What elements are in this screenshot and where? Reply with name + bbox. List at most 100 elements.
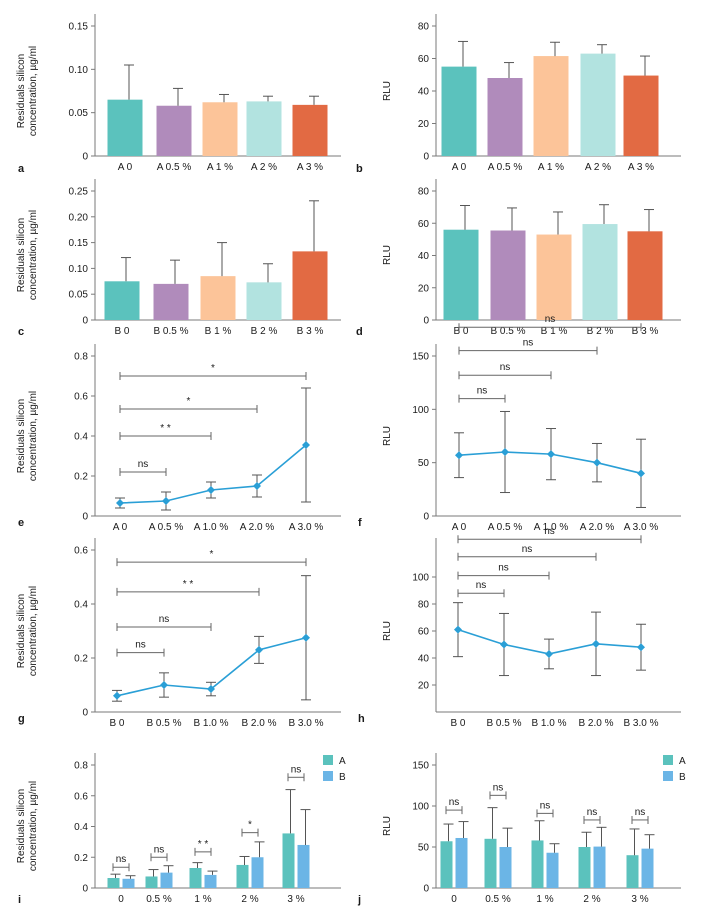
- bar: [623, 75, 659, 156]
- y-tick-label: 0.15: [69, 22, 89, 33]
- data-point: [160, 681, 168, 689]
- x-tick-label: A 0.5 %: [149, 522, 184, 533]
- y-tick-label: 60: [418, 219, 430, 230]
- bar: [153, 283, 189, 320]
- y-tick-label: 0.6: [74, 392, 88, 403]
- y-axis-label: Residuals siliconconcentration, µg/ml: [16, 391, 39, 481]
- y-tick-label: 0: [82, 708, 88, 719]
- y-tick-label: 40: [418, 654, 430, 665]
- panel-letter: d: [356, 326, 363, 338]
- significance-label: ns: [587, 807, 598, 818]
- y-tick-label: 100: [412, 802, 429, 813]
- y-axis-label-line: concentration, µg/ml: [28, 391, 39, 481]
- data-point: [592, 639, 600, 648]
- bar: [246, 282, 282, 320]
- bar: [443, 229, 479, 320]
- y-axis-label-line: concentration, µg/ml: [28, 781, 39, 871]
- x-tick-label: A 0.5 %: [488, 522, 523, 533]
- x-tick-label: B 1.0 %: [531, 718, 566, 729]
- significance-label: ns: [493, 782, 504, 793]
- y-tick-label: 50: [418, 458, 430, 469]
- panel-letter: j: [357, 894, 361, 906]
- x-tick-label: B 0: [114, 326, 129, 337]
- significance-label: ns: [522, 544, 533, 555]
- x-tick-label: A 2 %: [251, 162, 277, 173]
- bar-series-B: [455, 837, 468, 888]
- y-tick-label: 150: [412, 352, 429, 363]
- bar-series-A: [440, 841, 453, 888]
- y-axis-label-line: concentration, µg/ml: [28, 586, 39, 676]
- legend-swatch: [663, 755, 673, 765]
- x-tick-label: B 2 %: [251, 326, 278, 337]
- bar: [246, 101, 282, 156]
- significance-label: *: [210, 549, 214, 560]
- bar: [156, 105, 192, 156]
- x-tick-label: 0.5 %: [485, 894, 511, 905]
- y-axis-label: RLU: [382, 245, 393, 265]
- chart-panel-i: 0 0.2 0.4 0.6 0.8 Residuals siliconconcentrat…: [16, 753, 346, 906]
- significance-label: ns: [138, 459, 149, 470]
- panel-letter: b: [356, 163, 363, 175]
- x-tick-label: B 1 %: [205, 326, 232, 337]
- panel-letter: g: [18, 713, 25, 725]
- chart-panel-g: 0 0.2 0.4 0.6 Residuals siliconconcentration…: [16, 538, 341, 729]
- y-tick-label: 80: [418, 600, 430, 611]
- x-tick-label: 2 %: [241, 894, 258, 905]
- bar-series-A: [282, 833, 295, 888]
- bar: [580, 53, 616, 156]
- bar-series-B: [251, 857, 264, 888]
- y-tick-label: 0.05: [69, 108, 89, 119]
- y-axis-label: RLU: [382, 81, 393, 101]
- x-tick-label: B 3.0 %: [288, 718, 323, 729]
- x-tick-label: A 3.0 %: [289, 522, 324, 533]
- y-axis-label: RLU: [382, 816, 393, 836]
- y-tick-label: 0: [423, 512, 429, 523]
- bar-series-B: [122, 878, 135, 888]
- y-tick-label: 150: [412, 761, 429, 772]
- bar: [487, 78, 523, 156]
- significance-label: *: [187, 396, 191, 407]
- x-tick-label: A 2 %: [585, 162, 611, 173]
- x-tick-label: 1 %: [536, 894, 553, 905]
- y-axis-label: Residuals siliconconcentration, µg/ml: [16, 210, 39, 300]
- significance-label: * *: [198, 839, 209, 850]
- x-tick-label: B 0: [109, 718, 124, 729]
- y-axis-label-line: Residuals silicon: [16, 594, 27, 668]
- significance-label: ns: [545, 314, 556, 325]
- bar-series-A: [531, 840, 544, 888]
- x-tick-label: 1 %: [194, 894, 211, 905]
- y-tick-label: 60: [418, 54, 430, 65]
- x-tick-label: B 2 %: [587, 326, 614, 337]
- chart-panel-h: 20 40 60 80 100 RLU h B 0 B 0.5 % B 1.0 % B 2.0 % B…: [358, 526, 681, 729]
- bar: [107, 99, 143, 156]
- bar-series-B: [160, 872, 173, 888]
- x-tick-label: A 1 %: [538, 162, 564, 173]
- y-axis-label-line: concentration, µg/ml: [28, 210, 39, 300]
- significance-label: *: [211, 363, 215, 374]
- x-tick-label: B 0.5 %: [486, 718, 521, 729]
- significance-label: ns: [635, 807, 646, 818]
- y-axis-label-line: Residuals silicon: [16, 789, 27, 863]
- y-tick-label: 0: [423, 152, 429, 163]
- legend-label: B: [679, 772, 686, 783]
- bar-series-B: [499, 847, 512, 888]
- data-point: [302, 633, 310, 642]
- y-tick-label: 0.6: [74, 791, 88, 802]
- bar: [441, 66, 477, 156]
- chart-panel-a: 0 0.05 0.10 0.15 Residuals siliconconcentrat…: [16, 14, 341, 175]
- x-tick-label: A 3 %: [297, 162, 323, 173]
- bar-series-A: [107, 878, 120, 888]
- y-tick-label: 0.10: [69, 264, 89, 275]
- x-tick-label: B 0: [450, 718, 465, 729]
- y-tick-label: 0.2: [74, 654, 88, 665]
- data-point: [637, 469, 645, 478]
- y-tick-label: 0.6: [74, 546, 88, 557]
- y-tick-label: 0.15: [69, 238, 89, 249]
- legend-swatch: [663, 771, 673, 781]
- chart-panel-c: 0 0.05 0.10 0.15 0.20 0.25 Residuals siliconco…: [16, 179, 341, 338]
- bar-series-B: [641, 848, 654, 888]
- y-axis-label: Residuals siliconconcentration, µg/ml: [16, 46, 39, 136]
- panel-letter: a: [18, 163, 25, 175]
- bar-series-A: [145, 876, 158, 888]
- x-tick-label: 2 %: [583, 894, 600, 905]
